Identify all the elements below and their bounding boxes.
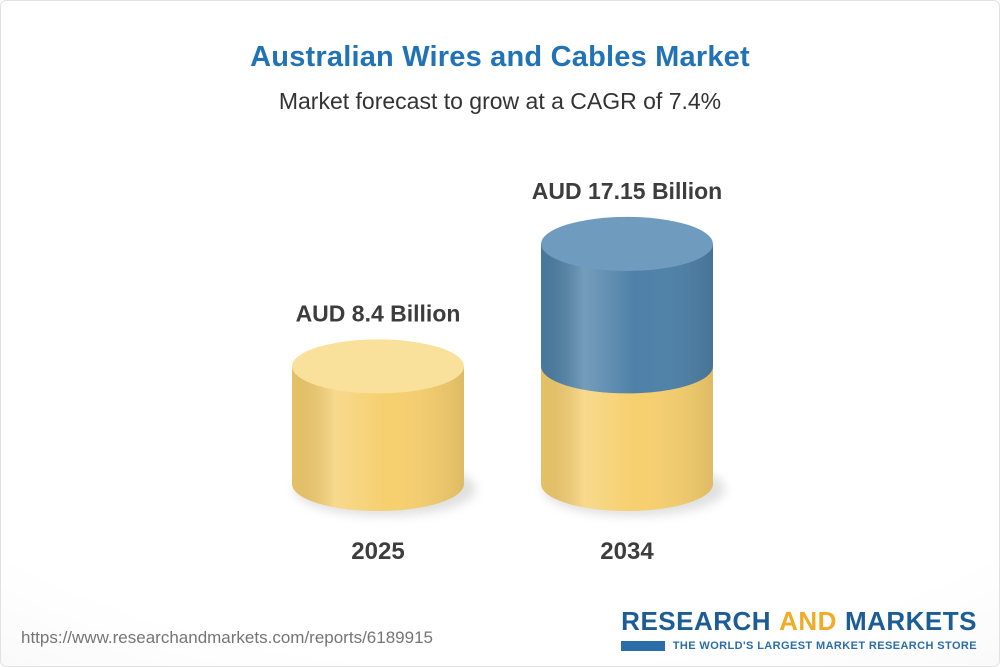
- bar-value-label: AUD 17.15 Billion: [532, 178, 722, 204]
- logo-word-and: AND: [779, 606, 837, 637]
- page-title: Australian Wires and Cables Market: [250, 41, 750, 73]
- logo-wordmark: RESEARCH AND MARKETS: [621, 607, 977, 636]
- bar-2034: AUD 17.15 Billion 2034: [532, 178, 725, 565]
- logo-blue-bar: [621, 641, 665, 651]
- logo-tagline: THE WORLD'S LARGEST MARKET RESEARCH STOR…: [672, 640, 977, 652]
- logo-word-markets: MARKETS: [844, 606, 977, 637]
- research-and-markets-logo: RESEARCH AND MARKETS THE WORLD'S LARGEST…: [621, 607, 977, 652]
- bar-category-label: 2034: [600, 538, 654, 565]
- logo-tagline-row: THE WORLD'S LARGEST MARKET RESEARCH STOR…: [621, 640, 977, 652]
- logo-word-research: RESEARCH: [621, 606, 772, 637]
- source-url[interactable]: https://www.researchandmarkets.com/repor…: [21, 628, 433, 647]
- bar-category-label: 2025: [351, 538, 404, 565]
- bar-2025: AUD 8.4 Billion 2025: [292, 300, 476, 565]
- chart-subtitle: Market forecast to grow at a CAGR of 7.4…: [278, 88, 722, 114]
- bar-value-label: AUD 8.4 Billion: [296, 300, 461, 326]
